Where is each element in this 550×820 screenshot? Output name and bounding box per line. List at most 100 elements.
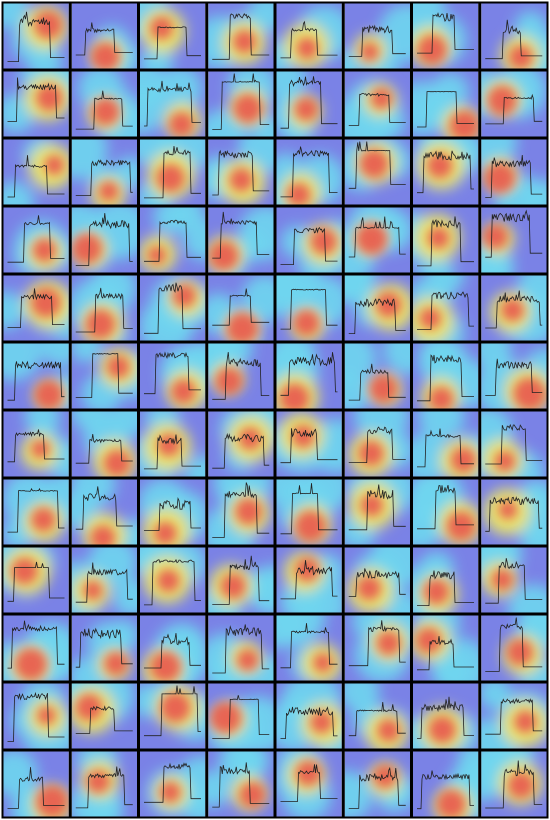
heat-blob [426, 275, 465, 295]
heatmap-cell [140, 615, 206, 681]
signal-curve [212, 352, 270, 400]
heat-core [360, 494, 383, 517]
heat-core [37, 706, 56, 725]
signal-curve [280, 352, 338, 396]
heatmap-cell [3, 71, 69, 137]
heatmap-cell [208, 411, 274, 477]
heat-core [172, 284, 196, 308]
heat-blobs [11, 683, 69, 749]
signal-curve [417, 150, 474, 194]
heat-core [286, 183, 311, 205]
signal-curve [7, 77, 65, 122]
heatmap-cell [344, 683, 410, 749]
heatmap-cell [3, 411, 69, 477]
signal-curve [7, 691, 65, 742]
heat-blob [514, 11, 547, 44]
heatmap-cell [276, 615, 342, 681]
heatmap-cell [344, 3, 410, 69]
signal-curve [144, 80, 201, 127]
heat-blob [226, 312, 259, 341]
heat-blob [31, 287, 61, 318]
heatmap-cell [344, 411, 410, 477]
heat-core [491, 569, 513, 591]
heatmap-cell [208, 751, 274, 817]
heatmap-cell [344, 479, 410, 545]
heatmap-cell [71, 479, 137, 545]
heatmap-cell [71, 615, 137, 681]
heatmap-cell [71, 547, 137, 613]
heatmap-cell [344, 207, 410, 273]
heat-core [514, 710, 537, 733]
heatmap-cell [140, 683, 206, 749]
heatmap-cell [413, 615, 479, 681]
heat-core [360, 42, 379, 61]
heat-blob [498, 500, 518, 520]
heat-blob [34, 11, 63, 39]
heatmap-cell [344, 615, 410, 681]
heat-blob [106, 619, 137, 652]
heat-core [376, 631, 401, 655]
signal-curve [212, 432, 270, 469]
heat-core [91, 42, 120, 69]
signal-curve [75, 352, 133, 398]
heat-core [15, 648, 47, 681]
heat-core [229, 168, 253, 192]
heat-core [239, 782, 266, 808]
signal-curve [485, 558, 543, 604]
heat-blob [310, 711, 333, 734]
signal-curve [417, 354, 474, 402]
heat-blob [231, 751, 269, 780]
signal-curve [280, 764, 338, 802]
signal-curve [144, 497, 201, 531]
heat-blob [507, 772, 534, 799]
signal-curve [75, 766, 133, 809]
signal-curve [7, 155, 65, 198]
heatmap-cell [276, 3, 342, 69]
signal-curve [144, 434, 201, 470]
heat-blob [378, 4, 410, 62]
signal-curve [7, 561, 65, 602]
signal-curve [348, 766, 406, 809]
heat-blob [487, 85, 517, 115]
heat-blob [98, 181, 119, 202]
heatmap-cell [481, 479, 547, 545]
signal-curve [75, 90, 133, 130]
signal-curve [348, 24, 406, 57]
signal-curve [417, 696, 474, 739]
heat-core [34, 380, 64, 409]
heatmap-cell [140, 751, 206, 817]
heat-blob [159, 781, 181, 803]
heat-blob [418, 411, 465, 440]
signal-curve [485, 154, 543, 198]
signal-curve [212, 482, 270, 538]
signal-curve [7, 487, 65, 533]
heat-core [450, 447, 476, 473]
heat-core [233, 94, 263, 123]
heat-blob [156, 164, 185, 192]
heat-core [103, 449, 131, 477]
heat-blob [509, 45, 533, 69]
heat-core [220, 573, 246, 599]
heat-core [85, 309, 115, 339]
heat-core [295, 510, 326, 542]
heatmap-cell [276, 139, 342, 205]
heat-blob [356, 223, 388, 255]
signal-curve [485, 760, 543, 809]
heat-blob [428, 716, 456, 744]
heatmap-cell [71, 751, 137, 817]
heat-core [310, 228, 337, 255]
heat-blob [344, 275, 376, 304]
heat-core [419, 307, 441, 329]
heat-core [482, 224, 508, 250]
heat-blob [237, 649, 259, 671]
signal-curve [7, 767, 65, 809]
heat-blob [92, 98, 120, 126]
heat-core [209, 241, 239, 271]
heatmap-cell [344, 139, 410, 205]
signal-curve [7, 11, 65, 62]
heat-core [159, 781, 181, 803]
signal-curve [212, 555, 270, 605]
heatmap-cell [481, 343, 547, 409]
heat-core [501, 298, 524, 322]
heatmap-cell [413, 275, 479, 341]
